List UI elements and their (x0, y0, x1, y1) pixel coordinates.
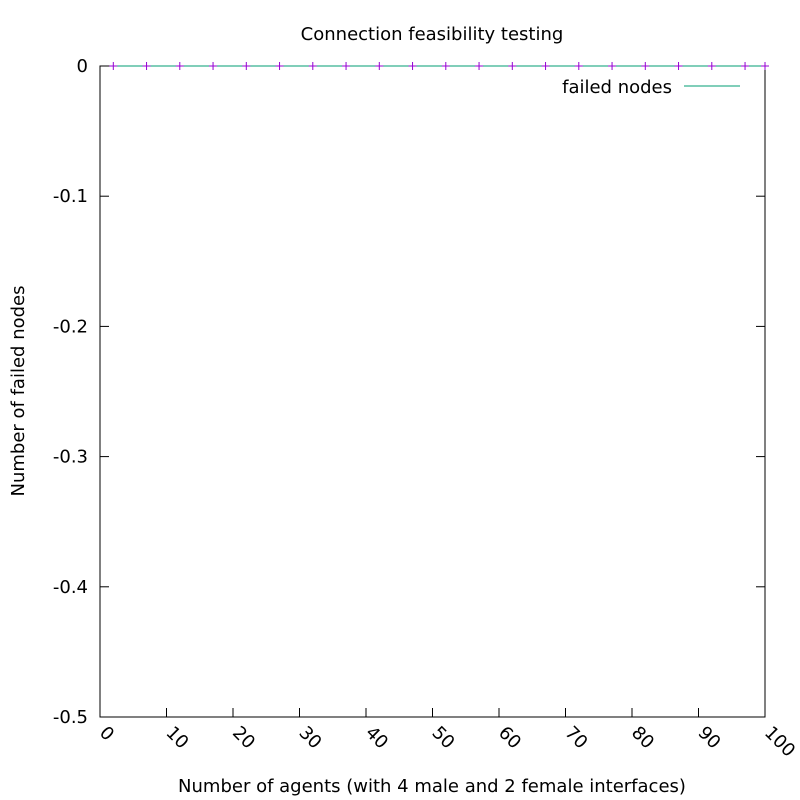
data-point (308, 62, 317, 70)
x-tick-label: 0 (95, 722, 118, 745)
x-axis-label: Number of agents (with 4 male and 2 fema… (178, 776, 686, 797)
data-point (475, 62, 484, 70)
y-tick-label: -0.3 (53, 447, 88, 468)
data-point (508, 62, 517, 70)
data-point (109, 62, 118, 70)
x-tick-label: 30 (295, 722, 326, 753)
axes: 0 -0.1 -0.2 -0.3 -0.4 -0.5 0 10 20 30 40 50 60 70 80 90… (53, 56, 799, 761)
data-point (574, 62, 583, 70)
y-tick-label: -0.4 (53, 577, 88, 598)
data-point (641, 62, 650, 70)
y-tick-label: -0.1 (53, 186, 88, 207)
data-point (142, 62, 151, 70)
data-point (375, 62, 384, 70)
x-tick-label: 100 (760, 722, 799, 761)
legend: failed nodes (562, 77, 740, 98)
data-point (608, 62, 617, 70)
x-tick-label: 90 (694, 722, 725, 753)
data-point (242, 62, 251, 70)
data-point (761, 62, 769, 70)
data-point (707, 62, 716, 70)
data-point (741, 62, 750, 70)
x-tick-label: 60 (494, 722, 525, 753)
data-point (342, 62, 351, 70)
x-tick-label: 20 (228, 722, 259, 753)
data-point (175, 62, 184, 70)
data-point (441, 62, 450, 70)
x-tick-label: 10 (162, 722, 193, 753)
x-tick-label: 40 (361, 722, 392, 753)
x-tick-label: 50 (428, 722, 459, 753)
legend-label: failed nodes (562, 77, 672, 98)
data-point (541, 62, 550, 70)
y-tick-label: -0.5 (53, 707, 88, 728)
data-point (209, 62, 218, 70)
x-tick-label: 80 (627, 722, 658, 753)
x-tick-label: 70 (561, 722, 592, 753)
data-point (275, 62, 284, 70)
y-axis-label: Number of failed nodes (8, 286, 29, 497)
data-point (408, 62, 417, 70)
series-layer (109, 62, 769, 70)
y-tick-label: -0.2 (53, 316, 88, 337)
plot-frame (99, 65, 766, 718)
data-point (674, 62, 683, 70)
y-tick-label: 0 (77, 56, 88, 77)
chart-title: Connection feasibility testing (301, 24, 564, 45)
